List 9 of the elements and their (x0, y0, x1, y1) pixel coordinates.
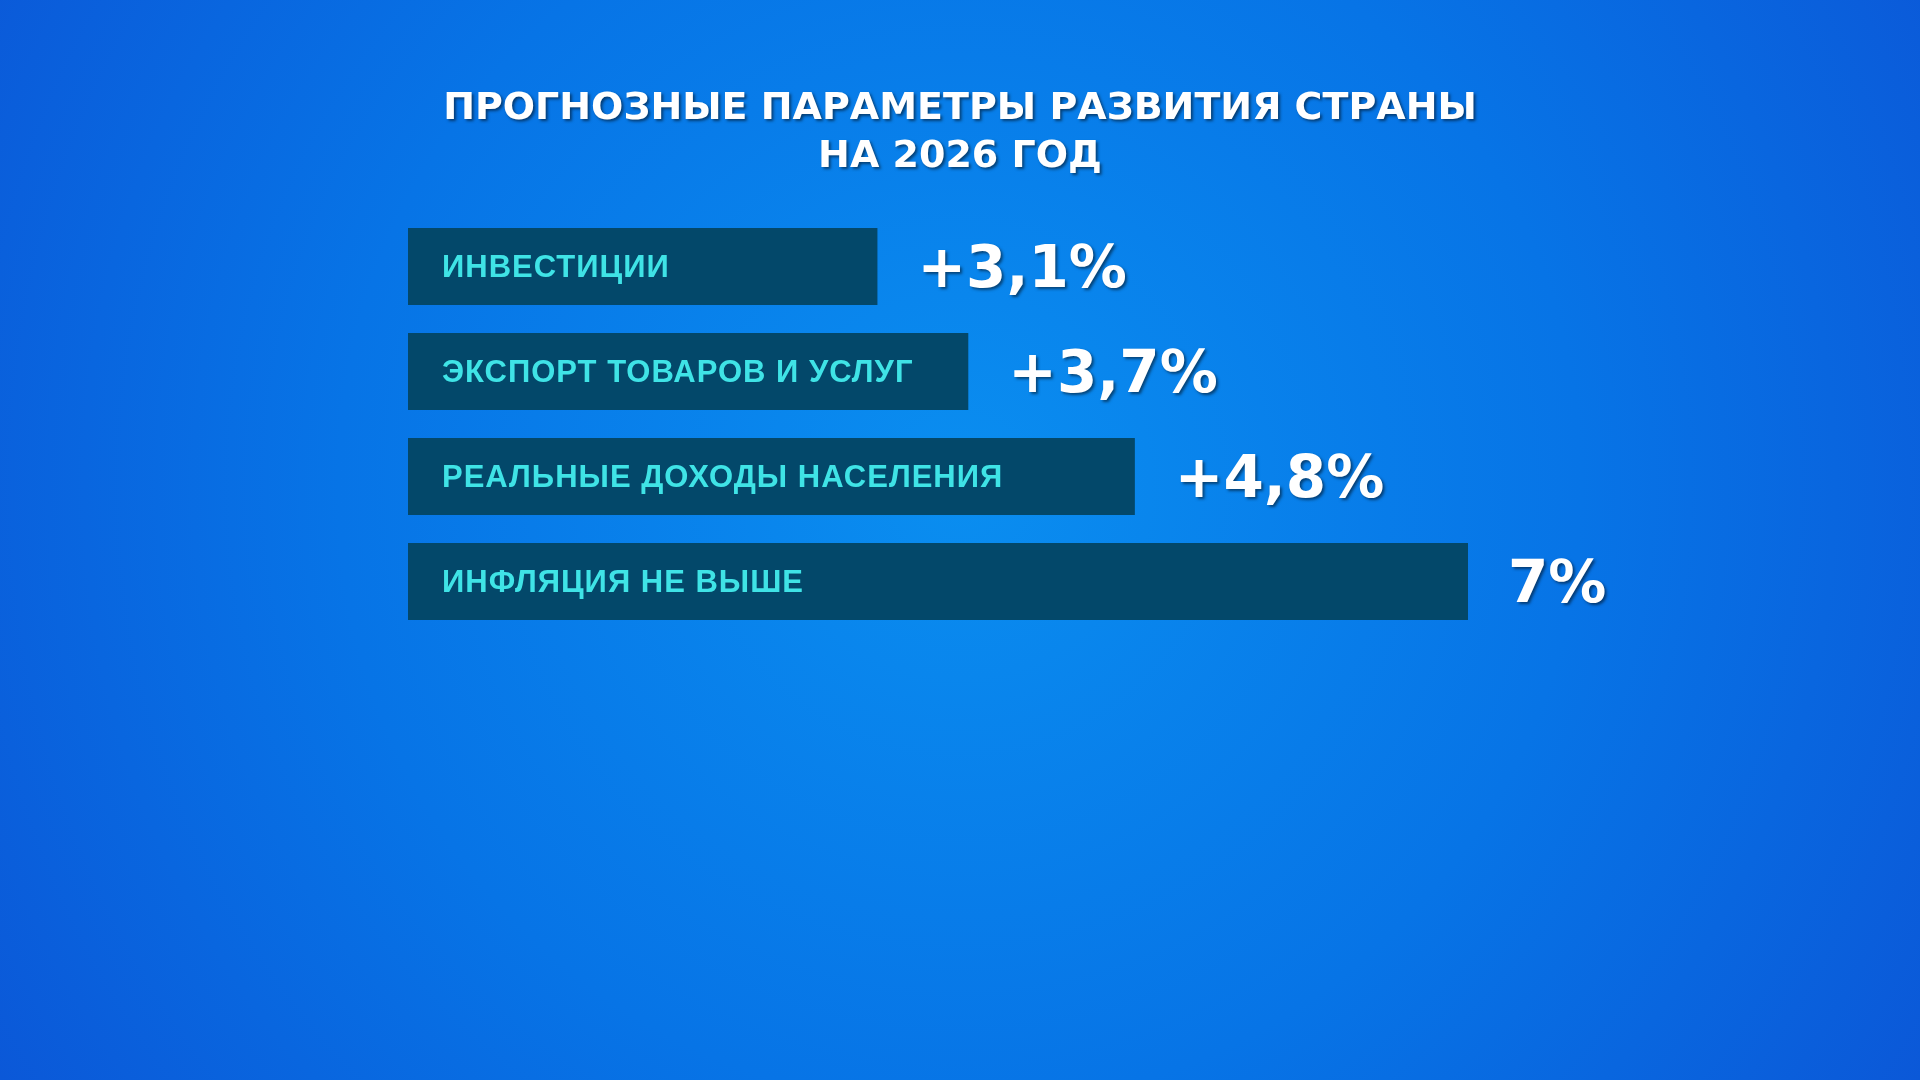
data-label: +4,8% (1174, 442, 1385, 511)
y-tick-label: ЭКСПОРТ ТОВАРОВ И УСЛУГ (442, 354, 914, 389)
y-tick-label: ИНВЕСТИЦИИ (442, 249, 670, 284)
data-label: +3,7% (1008, 337, 1218, 406)
chart-title: ПРОГНОЗНЫЕ ПАРАМЕТРЫ РАЗВИТИЯ СТРАНЫ НА 2026 ГОД (442, 83, 1478, 178)
y-tick-label: ИНФЛЯЦИЯ НЕ ВЫШЕ (442, 564, 805, 599)
y-tick-label: РЕАЛЬНЫЕ ДОХОДЫ НАСЕЛЕНИЯ (442, 459, 1004, 494)
data-label: 7% (1508, 547, 1607, 616)
data-label: +3,1% (917, 232, 1127, 301)
